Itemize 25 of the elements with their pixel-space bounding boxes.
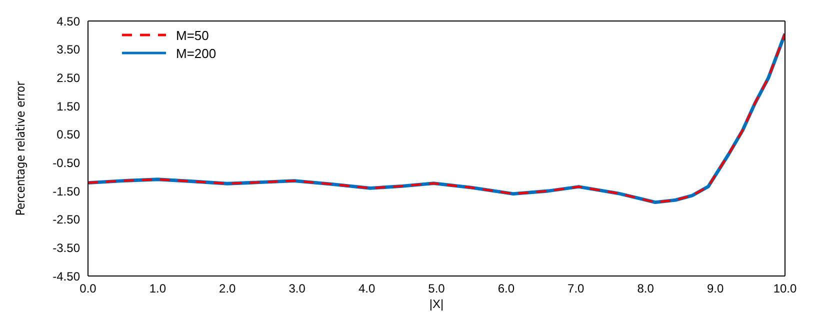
y-tick-label: 1.50 bbox=[56, 99, 80, 114]
x-tick-label: 3.0 bbox=[288, 282, 306, 296]
x-tick-label: 6.0 bbox=[498, 282, 515, 296]
x-axis-title: |X| bbox=[429, 297, 444, 311]
x-tick-label: 5.0 bbox=[428, 282, 446, 296]
y-tick-label: -2.50 bbox=[52, 212, 80, 227]
y-tick-label: 4.50 bbox=[56, 14, 80, 28]
y-tick-label: -1.50 bbox=[52, 184, 80, 198]
y-tick-label: -4.50 bbox=[52, 269, 80, 284]
x-tick-label: 0.0 bbox=[80, 282, 97, 296]
x-tick-label: 7.0 bbox=[568, 282, 585, 296]
y-tick-label: -0.50 bbox=[52, 156, 80, 170]
y-tick-label: -3.50 bbox=[52, 240, 80, 255]
x-tick-label: 8.0 bbox=[637, 282, 654, 296]
x-tick-label: 9.0 bbox=[706, 282, 724, 296]
x-tick-label: 1.0 bbox=[149, 282, 166, 296]
y-tick-label: 0.50 bbox=[56, 128, 80, 142]
x-tick-label: 4.0 bbox=[358, 282, 376, 296]
legend-label: M=50 bbox=[176, 28, 209, 42]
y-tick-label: 3.50 bbox=[56, 42, 80, 57]
x-tick-label: 2.0 bbox=[219, 282, 236, 296]
y-tick-label: 2.50 bbox=[56, 70, 80, 85]
x-tick-label: 10.0 bbox=[773, 282, 797, 296]
legend-label: M=200 bbox=[176, 46, 216, 60]
y-axis-title: Percentage relative error bbox=[13, 80, 28, 216]
